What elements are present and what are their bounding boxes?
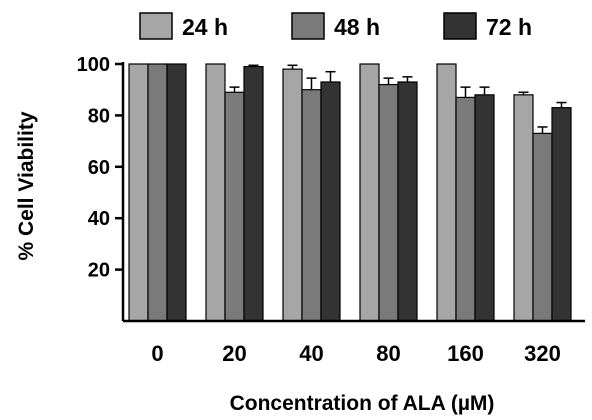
bar-24h-40: [282, 68, 303, 322]
y-tick-label: 20: [88, 260, 110, 282]
y-tick-label: 40: [88, 208, 110, 230]
x-tick-label: 160: [447, 341, 484, 366]
x-tick-label: 320: [524, 341, 561, 366]
bar-72h-0: [166, 63, 187, 322]
bar-group: [128, 63, 572, 322]
x-tick-label: 40: [299, 341, 323, 366]
legend: 24 h 48 h 72 h: [139, 12, 532, 40]
bar-24h-0: [128, 63, 149, 322]
bar-72h-40: [320, 81, 341, 322]
y-tick-label: 100: [77, 54, 110, 76]
bar-24h-80: [359, 63, 380, 322]
x-tick-label: 20: [222, 341, 246, 366]
x-tick-label: 80: [376, 341, 400, 366]
bar-24h-20: [205, 63, 226, 322]
error-bar-group: [229, 64, 567, 134]
y-axis-title: % Cell Viability: [15, 111, 38, 260]
bar-48h-0: [147, 63, 168, 322]
bar-72h-160: [474, 94, 495, 322]
y-tick-label: 60: [88, 157, 110, 179]
legend-swatch: [443, 12, 477, 40]
x-tick-group: 0 20 40 80 160 320: [151, 341, 560, 366]
legend-label: 24 h: [182, 14, 228, 40]
x-tick-label: 0: [151, 341, 163, 366]
legend-swatch: [139, 12, 173, 40]
bar-24h-320: [513, 94, 534, 322]
bar-48h-20: [224, 91, 245, 322]
axes: [121, 62, 585, 323]
bar-72h-320: [551, 107, 572, 322]
bar-72h-20: [243, 65, 264, 322]
y-tick-group: 20 40 60 80 100: [77, 54, 123, 282]
bar-48h-320: [532, 132, 553, 322]
y-tick-label: 80: [88, 105, 110, 127]
bar-48h-40: [301, 89, 322, 322]
legend-label: 48 h: [334, 14, 380, 40]
x-axis-title: Concentration of ALA (µM): [230, 392, 495, 415]
bar-72h-80: [397, 81, 418, 322]
bar-24h-160: [436, 63, 457, 322]
bar-48h-160: [455, 96, 476, 322]
legend-swatch: [291, 12, 325, 40]
legend-label: 72 h: [486, 14, 532, 40]
bar-48h-80: [378, 83, 399, 322]
